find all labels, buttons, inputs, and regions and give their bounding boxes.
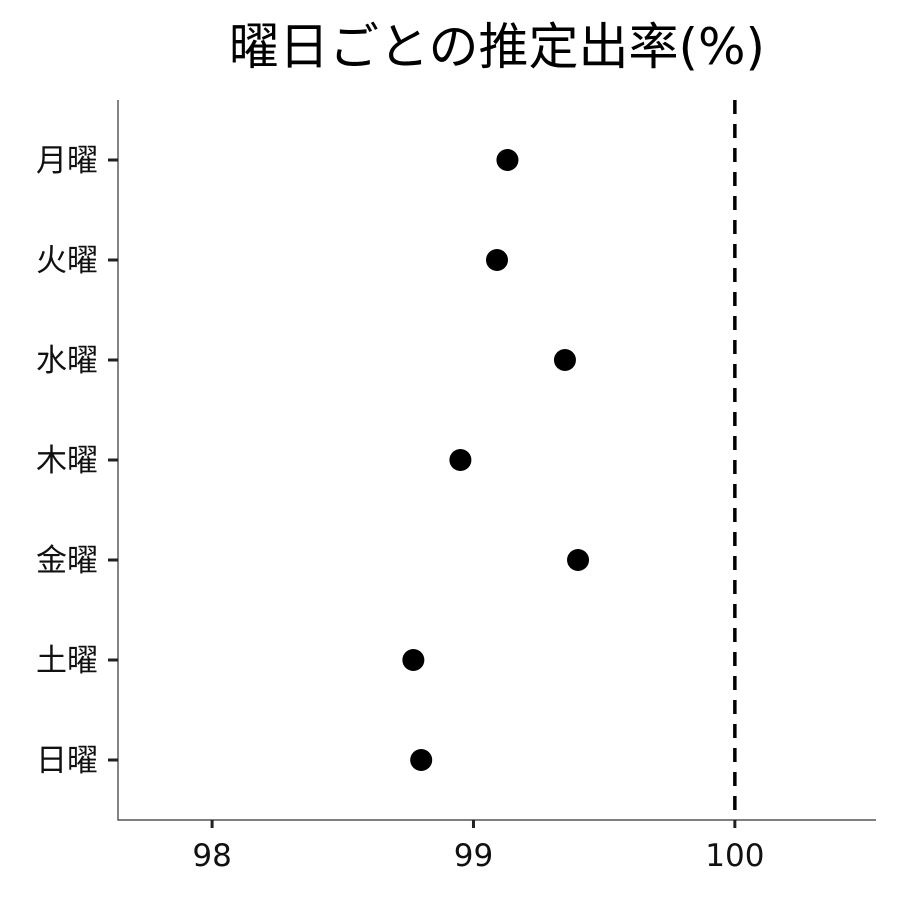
- data-point: [496, 149, 519, 171]
- data-point: [553, 349, 576, 371]
- y-tick-label: 火曜: [36, 243, 98, 279]
- data-point: [410, 749, 433, 771]
- y-tick-label: 金曜: [36, 543, 98, 579]
- axis-frame: [117, 100, 876, 821]
- x-tick-label: 100: [705, 838, 764, 874]
- y-tick-label: 月曜: [36, 143, 98, 179]
- y-tick-label: 日曜: [36, 743, 98, 779]
- y-tick-label: 土曜: [36, 643, 98, 679]
- data-point: [486, 249, 508, 271]
- x-tick-label: 99: [454, 838, 493, 874]
- data-point: [402, 649, 425, 671]
- chart-title: 曜日ごとの推定出率(%): [229, 18, 765, 76]
- data-point: [449, 449, 472, 471]
- x-tick-label: 98: [192, 838, 231, 874]
- y-tick-label: 木曜: [36, 443, 98, 479]
- y-tick-label: 水曜: [36, 343, 98, 379]
- data-point: [567, 549, 590, 571]
